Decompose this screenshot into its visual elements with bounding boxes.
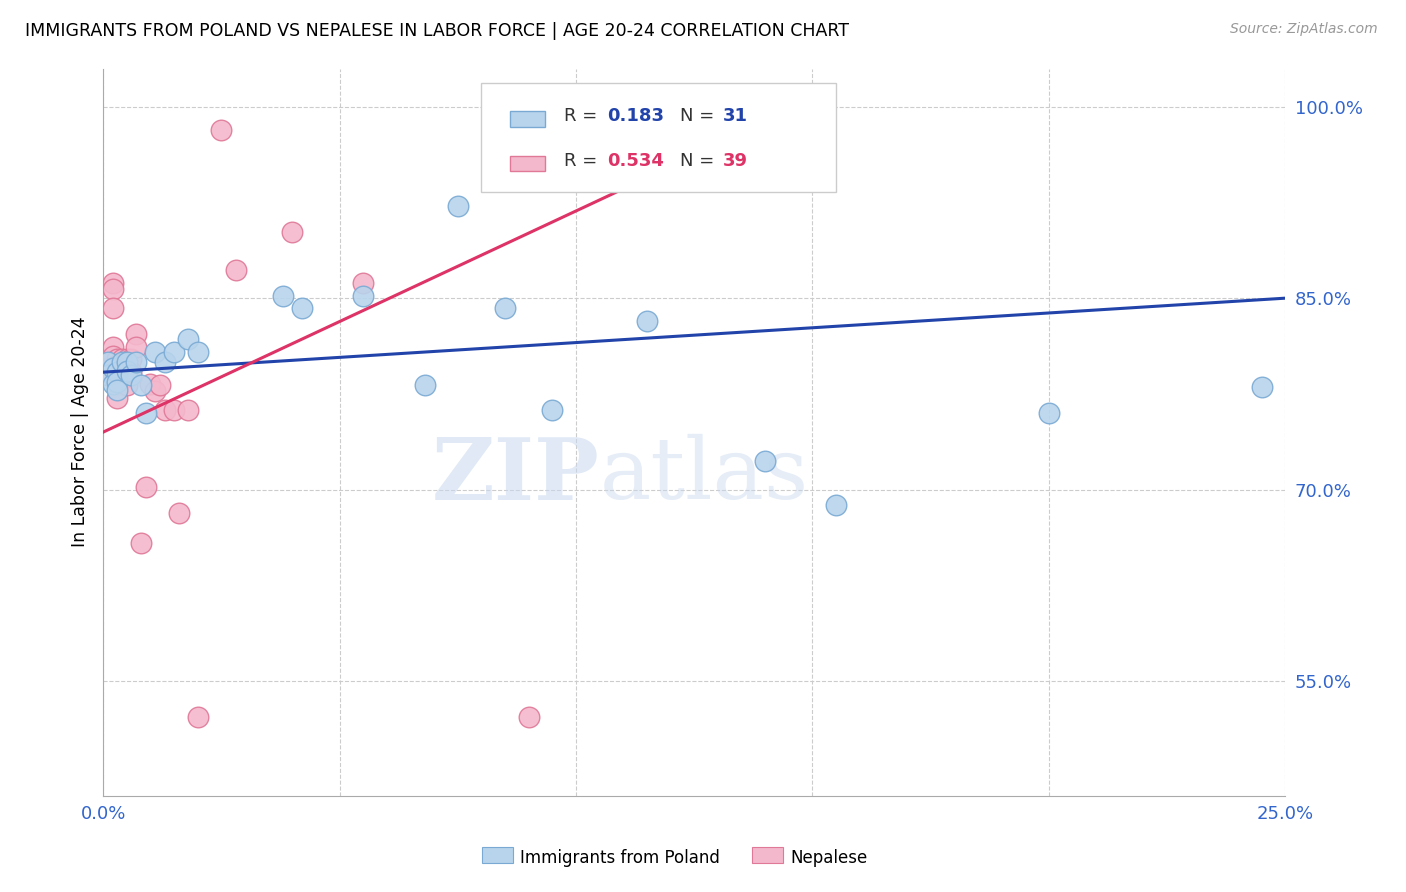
- Point: [225, 263, 247, 277]
- Point: [1250, 380, 1272, 394]
- Point: [101, 276, 124, 290]
- Text: Nepalese: Nepalese: [790, 849, 868, 867]
- Point: [105, 376, 128, 390]
- Point: [143, 344, 166, 359]
- Point: [101, 361, 124, 376]
- Point: [121, 365, 143, 379]
- Point: [101, 301, 124, 316]
- Text: 0.534: 0.534: [606, 153, 664, 170]
- Point: [111, 352, 134, 367]
- Text: R =: R =: [564, 153, 603, 170]
- Bar: [482, 847, 513, 863]
- Point: [163, 403, 186, 417]
- FancyBboxPatch shape: [510, 112, 546, 127]
- Point: [291, 301, 314, 316]
- Text: IMMIGRANTS FROM POLAND VS NEPALESE IN LABOR FORCE | AGE 20-24 CORRELATION CHART: IMMIGRANTS FROM POLAND VS NEPALESE IN LA…: [25, 22, 849, 40]
- Point: [125, 340, 148, 354]
- Point: [153, 355, 176, 369]
- Point: [97, 355, 120, 369]
- Point: [177, 332, 200, 346]
- Point: [517, 709, 540, 723]
- Text: Immigrants from Poland: Immigrants from Poland: [520, 849, 720, 867]
- FancyBboxPatch shape: [510, 156, 546, 171]
- Point: [115, 364, 138, 378]
- Point: [101, 282, 124, 296]
- Bar: [752, 847, 783, 863]
- Point: [129, 378, 152, 392]
- Point: [111, 355, 134, 369]
- Point: [97, 368, 120, 382]
- Point: [281, 225, 304, 239]
- Text: ZIP: ZIP: [432, 434, 599, 517]
- Point: [271, 288, 294, 302]
- Point: [163, 344, 186, 359]
- Point: [167, 506, 190, 520]
- Point: [754, 454, 776, 468]
- Point: [149, 378, 172, 392]
- Point: [129, 536, 152, 550]
- Point: [153, 403, 176, 417]
- Point: [125, 326, 148, 341]
- Point: [187, 709, 209, 723]
- Point: [115, 355, 138, 369]
- Text: 0.183: 0.183: [606, 107, 664, 125]
- Point: [115, 352, 138, 367]
- Point: [825, 498, 848, 512]
- Point: [105, 365, 128, 379]
- Point: [177, 403, 200, 417]
- Point: [101, 340, 124, 354]
- Point: [135, 406, 157, 420]
- Point: [447, 199, 470, 213]
- Point: [111, 359, 134, 373]
- Point: [541, 403, 564, 417]
- Point: [105, 352, 128, 367]
- Point: [413, 378, 436, 392]
- Point: [97, 361, 120, 376]
- Point: [636, 314, 658, 328]
- FancyBboxPatch shape: [481, 83, 837, 192]
- Point: [135, 480, 157, 494]
- Point: [121, 352, 143, 367]
- Point: [101, 376, 124, 391]
- Text: R =: R =: [564, 107, 603, 125]
- Point: [111, 371, 134, 385]
- Point: [115, 378, 138, 392]
- Text: N =: N =: [681, 107, 720, 125]
- Point: [139, 376, 162, 391]
- Point: [143, 384, 166, 399]
- Point: [97, 368, 120, 382]
- Text: atlas: atlas: [599, 434, 808, 517]
- Text: N =: N =: [681, 153, 720, 170]
- Point: [105, 365, 128, 379]
- Point: [105, 391, 128, 405]
- Text: Source: ZipAtlas.com: Source: ZipAtlas.com: [1230, 22, 1378, 37]
- Point: [187, 344, 209, 359]
- Text: 39: 39: [723, 153, 748, 170]
- Point: [101, 349, 124, 363]
- Point: [125, 355, 148, 369]
- Point: [352, 276, 374, 290]
- Point: [209, 122, 232, 136]
- Point: [97, 355, 120, 369]
- Point: [115, 359, 138, 373]
- Point: [105, 358, 128, 372]
- Point: [97, 355, 120, 369]
- Text: 31: 31: [723, 107, 748, 125]
- Point: [105, 378, 128, 392]
- Point: [494, 301, 516, 316]
- Point: [1038, 406, 1060, 420]
- Point: [352, 288, 374, 302]
- Y-axis label: In Labor Force | Age 20-24: In Labor Force | Age 20-24: [72, 317, 89, 548]
- Point: [105, 383, 128, 397]
- Point: [121, 368, 143, 382]
